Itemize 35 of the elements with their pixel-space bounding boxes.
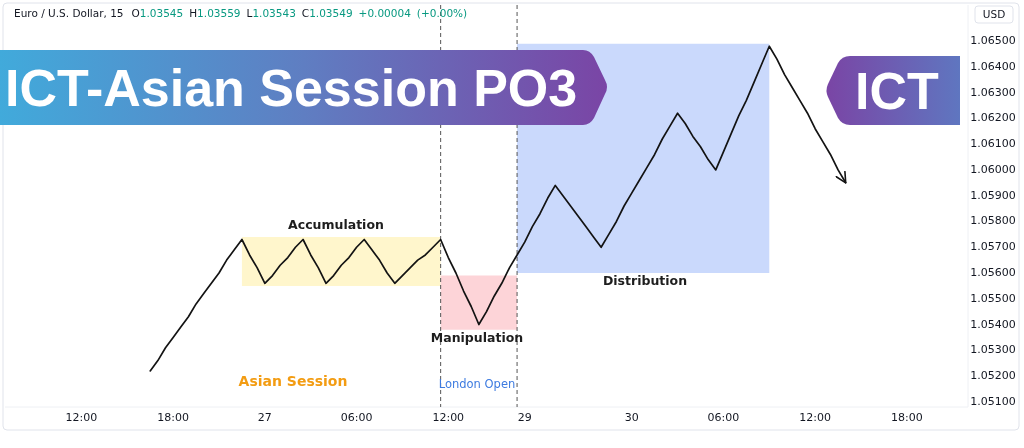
x-tick-label: 27 [257, 411, 272, 424]
y-tick-label: 1.06200 [970, 111, 1016, 125]
y-tick-label: 1.06400 [970, 59, 1016, 73]
y-tick-label: 1.06000 [970, 162, 1016, 176]
x-tick-label: 29 [517, 411, 532, 424]
y-tick-label: 1.05700 [970, 240, 1016, 254]
y-tick-label: 1.05900 [970, 188, 1016, 202]
x-tick-label: 12:00 [432, 411, 465, 424]
y-tick-label: 1.05400 [970, 317, 1016, 331]
x-tick-label: 12:00 [799, 411, 831, 424]
y-tick-label: 1.06100 [970, 137, 1016, 151]
text: O1.03545 H1.03559 L1.03543 C1.03549 +0.00004 (+0.00%) [131, 7, 468, 19]
x-tick-label: 06:00 [707, 411, 740, 424]
y-tick-label: 1.05200 [970, 369, 1016, 383]
annotation: Manipulation [430, 329, 524, 345]
y-tick-label: 1.05600 [970, 266, 1016, 279]
annotation: Accumulation [288, 216, 384, 232]
y-axis-title: USD [982, 8, 1006, 20]
x-tick-label: 18:00 [157, 411, 189, 424]
annotation: London Open [438, 376, 516, 391]
y-tick-label: 1.05100 [970, 394, 1016, 408]
chart-subtitle: Euro / U.S. Dollar, 15 [14, 7, 124, 19]
annotation: Distribution [602, 272, 688, 288]
annotation: ICT [855, 62, 940, 120]
y-tick-label: 1.05500 [970, 291, 1016, 305]
x-tick-label: 18:00 [891, 411, 923, 424]
x-tick-label: 30 [624, 411, 639, 424]
x-tick-label: 06:00 [340, 411, 373, 424]
text: ICT-Asian Session PO3 [5, 59, 578, 117]
x-tick-label: 12:00 [65, 411, 98, 424]
y-tick-label: 1.05800 [970, 214, 1016, 228]
y-tick-label: 1.06300 [970, 85, 1016, 99]
annotation: Asian Session [238, 373, 348, 389]
y-tick-label: 1.05300 [970, 343, 1016, 357]
y-tick-label: 1.06500 [970, 34, 1016, 48]
